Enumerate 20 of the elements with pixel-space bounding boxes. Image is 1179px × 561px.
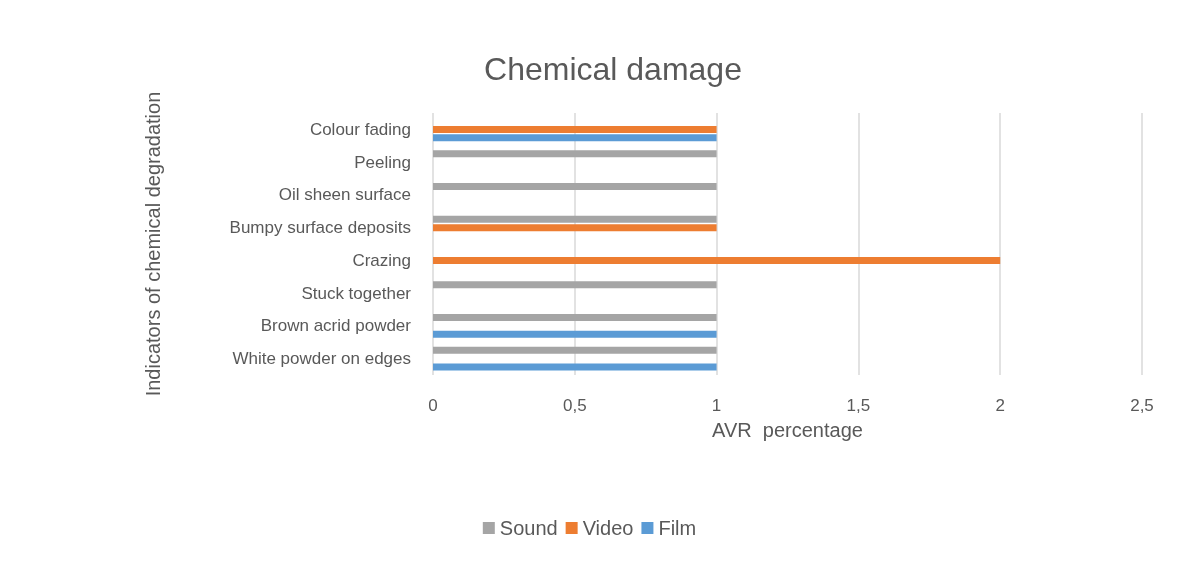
- x-tick-label: 0,5: [562, 396, 587, 415]
- y-tick-label: White powder on edges: [232, 349, 411, 369]
- y-tick-label: Oil sheen surface: [278, 185, 411, 205]
- y-tick-label: Brown acrid powder: [260, 316, 412, 336]
- x-axis-title: AVR percentage: [712, 419, 863, 441]
- y-tick-label: Colour fading: [309, 119, 411, 139]
- y-tick-label: Crazing: [352, 250, 411, 270]
- x-tick-label: 2: [995, 396, 1005, 415]
- x-tick-label: 2,5: [1130, 396, 1154, 415]
- x-tick-label: 0: [428, 396, 438, 415]
- legend-label: Film: [658, 517, 697, 539]
- y-axis-title: Indicators of chemical degradation: [142, 91, 164, 397]
- legend-label: Sound: [499, 517, 558, 539]
- y-tick-label: Stuck together: [301, 283, 412, 303]
- chart-title: Chemical damage: [484, 51, 742, 87]
- y-tick-label: Peeling: [354, 152, 411, 172]
- x-tick-label: 1: [711, 396, 722, 415]
- legend-label: Video: [582, 517, 634, 539]
- y-tick-label: Bumpy surface deposits: [229, 218, 411, 238]
- x-tick-label: 1,5: [846, 396, 871, 415]
